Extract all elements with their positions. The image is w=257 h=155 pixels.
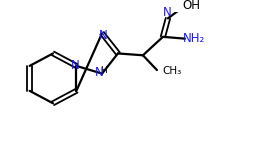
Text: N: N (71, 59, 80, 72)
Text: N: N (95, 66, 103, 79)
Text: CH₃: CH₃ (162, 66, 181, 76)
Text: H: H (100, 66, 106, 75)
Text: N: N (99, 29, 107, 42)
Text: NH₂: NH₂ (183, 32, 205, 45)
Text: N: N (163, 6, 171, 19)
Text: OH: OH (182, 0, 200, 12)
